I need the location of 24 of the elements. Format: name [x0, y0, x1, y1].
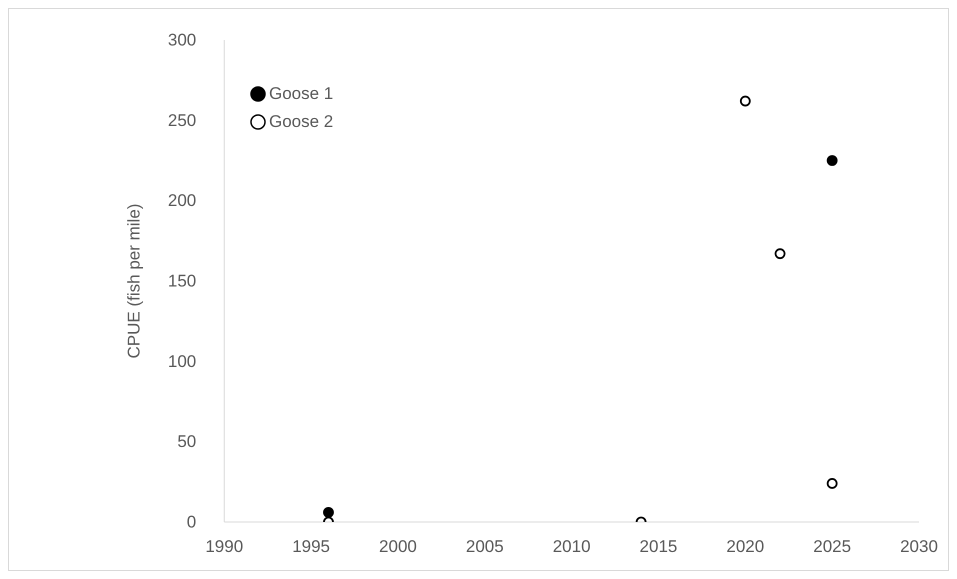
- x-tick-label: 2025: [813, 537, 852, 556]
- y-tick-label: 300: [168, 30, 196, 50]
- point: [323, 506, 334, 518]
- y-tick-label: 50: [177, 432, 196, 452]
- x-tick-label: 2015: [640, 537, 678, 556]
- y-tick-label: 100: [168, 352, 196, 371]
- x-tick-label: 2020: [726, 537, 764, 556]
- x-tick-label: 2010: [552, 537, 591, 556]
- y-tick-label: 150: [168, 272, 196, 290]
- point: [826, 478, 838, 489]
- x-tick-label: 2000: [379, 537, 417, 556]
- legend-label: Goose 1: [269, 84, 334, 104]
- y-axis-title: CPUE (fish per mile): [124, 204, 144, 358]
- point: [826, 155, 838, 166]
- x-tick-label: 1995: [292, 537, 330, 556]
- y-tick-label: 0: [186, 512, 196, 532]
- legend-label: Goose 2: [269, 112, 334, 132]
- x-tick-label: 2030: [900, 537, 938, 556]
- point: [740, 96, 751, 106]
- point: [774, 248, 786, 260]
- y-tick-label: 200: [168, 191, 196, 210]
- y-tick-label: 250: [168, 110, 196, 130]
- x-tick-label: 1990: [205, 537, 244, 556]
- x-tick-label: 2005: [466, 537, 504, 556]
